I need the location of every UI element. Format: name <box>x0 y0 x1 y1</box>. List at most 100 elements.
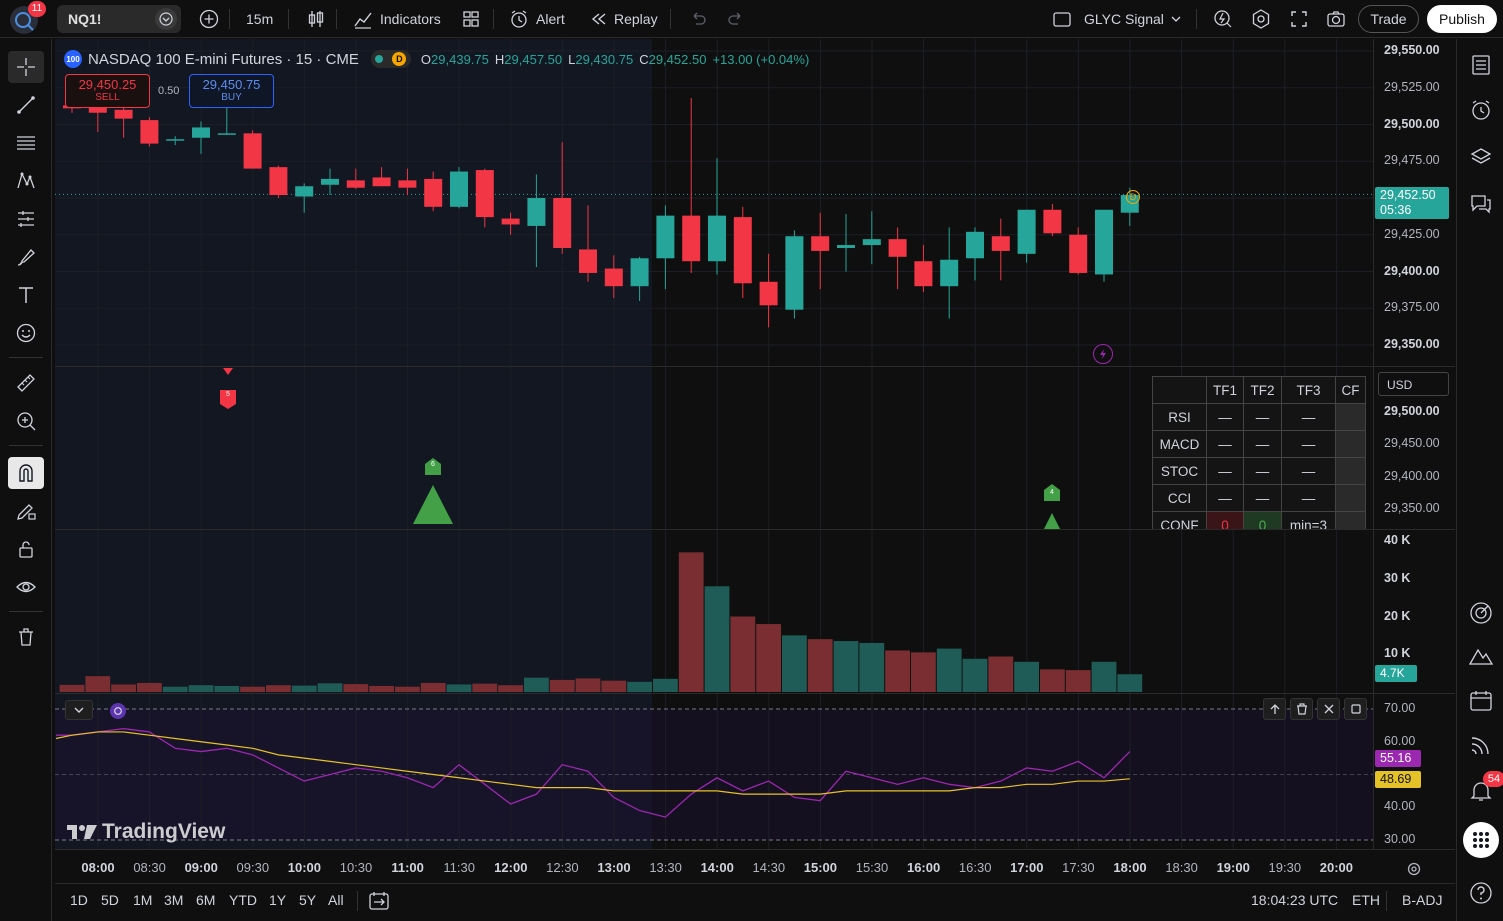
session-button[interactable]: ETH <box>1352 892 1380 908</box>
stay-drawing-tool[interactable] <box>8 495 44 527</box>
range-button-ytd[interactable]: YTD <box>229 892 257 908</box>
help-button[interactable] <box>1463 877 1499 909</box>
pane2-tick: 29,400.00 <box>1384 468 1440 483</box>
alert-button[interactable]: Alert <box>502 5 571 33</box>
user-avatar[interactable]: 11 <box>10 1 46 34</box>
move-pane-up-button[interactable] <box>1263 698 1286 720</box>
low-value: 29,430.75 <box>575 51 634 67</box>
time-tick: 15:00 <box>803 860 838 875</box>
range-button-5y[interactable]: 5Y <box>299 892 317 908</box>
text-tool[interactable] <box>8 279 44 311</box>
range-button-6m[interactable]: 6M <box>196 892 216 908</box>
symbol-search[interactable]: NQ1! <box>57 5 181 33</box>
adjustment-button[interactable]: B-ADJ <box>1402 892 1443 908</box>
indicator-refresh-icon[interactable] <box>110 703 126 719</box>
magnet-tool[interactable] <box>8 457 44 489</box>
alerts-panel-button[interactable] <box>1463 94 1499 126</box>
target-button[interactable] <box>1463 597 1499 629</box>
collapse-pane-button[interactable] <box>65 700 93 720</box>
crosshair-tool[interactable] <box>8 51 44 83</box>
market-status[interactable]: D <box>370 50 411 68</box>
calendar-button[interactable] <box>1463 685 1499 717</box>
forecast-tool[interactable] <box>8 203 44 235</box>
chart-type-button[interactable] <box>299 5 333 33</box>
notifications-button[interactable]: 54 <box>1463 771 1503 807</box>
time-tick: 15:30 <box>855 860 889 875</box>
time-tick: 12:00 <box>494 860 528 875</box>
volume-bar <box>936 648 962 692</box>
zoom-tool[interactable] <box>8 405 44 437</box>
range-button-1y[interactable]: 1Y <box>269 892 287 908</box>
ruler-tool[interactable] <box>8 367 44 399</box>
emoji-tool[interactable] <box>8 317 44 349</box>
range-button-3m[interactable]: 3M <box>164 892 184 908</box>
table-header: TF3 <box>1281 376 1336 404</box>
target-icon <box>1470 602 1492 624</box>
settings-button[interactable] <box>1244 5 1278 33</box>
sell-signal-marker[interactable] <box>219 366 237 410</box>
range-button-all[interactable]: All <box>328 892 344 908</box>
templates-button[interactable] <box>454 5 488 33</box>
replay-button[interactable]: Replay <box>584 5 664 33</box>
maximize-pane-button[interactable] <box>1344 698 1367 720</box>
indicators-button[interactable]: Indicators <box>346 5 447 33</box>
redo-button[interactable] <box>720 5 752 33</box>
news-button[interactable] <box>1463 729 1499 761</box>
pane-divider[interactable] <box>55 366 1455 367</box>
chart-legend[interactable]: 100 NASDAQ 100 E-mini Futures · 15 · CME… <box>64 49 809 69</box>
signal-layout-dropdown[interactable]: GLYC Signal <box>1078 5 1188 33</box>
candle <box>321 168 339 196</box>
timezone-clock[interactable]: 18:04:23 UTC <box>1251 892 1339 908</box>
candle-body <box>630 258 649 287</box>
pane2-tick: 29,450.00 <box>1384 436 1440 451</box>
buy-signal-marker-2[interactable] <box>1042 483 1062 529</box>
sell-button[interactable]: 29,450.25 SELL <box>65 74 150 108</box>
buy-signal-marker[interactable] <box>413 456 455 526</box>
time-tick: 09:00 <box>184 860 218 875</box>
time-tick: 19:30 <box>1268 860 1302 875</box>
undo-button[interactable] <box>682 5 714 33</box>
chat-button[interactable] <box>1463 188 1499 220</box>
pane-divider[interactable] <box>55 529 1455 530</box>
pattern-tool[interactable] <box>8 165 44 197</box>
range-button-5d[interactable]: 5D <box>101 892 119 908</box>
range-button-1m[interactable]: 1M <box>133 892 153 908</box>
compare-button[interactable] <box>192 5 226 33</box>
buy-button[interactable]: 29,450.75 BUY <box>189 74 274 108</box>
publish-button[interactable]: Publish <box>1427 5 1497 33</box>
layout-button[interactable] <box>1045 5 1079 33</box>
brush-tool[interactable] <box>8 241 44 273</box>
low-label: L <box>568 51 576 67</box>
ideas-button[interactable] <box>1463 640 1499 672</box>
candle <box>450 167 468 209</box>
lightning-marker[interactable] <box>1093 344 1113 364</box>
fib-tool[interactable] <box>8 127 44 159</box>
snapshot-button[interactable] <box>1319 5 1353 33</box>
pane-divider[interactable] <box>55 693 1455 694</box>
dividend-marker[interactable]: D <box>1126 190 1140 204</box>
volume-bar <box>240 686 265 692</box>
undo-icon <box>693 12 706 25</box>
quick-search-button[interactable] <box>1206 5 1240 33</box>
currency-selector[interactable]: USD <box>1378 372 1449 396</box>
time-tick: 11:30 <box>443 860 475 875</box>
fullscreen-button[interactable] <box>1282 5 1316 33</box>
interval-button[interactable]: 15m <box>240 5 279 33</box>
lock-drawings-tool[interactable] <box>8 533 44 565</box>
goto-date-button[interactable] <box>368 891 390 911</box>
watchlist-button[interactable] <box>1463 49 1499 81</box>
object-tree-button[interactable] <box>1463 141 1499 173</box>
apps-button[interactable] <box>1463 822 1499 858</box>
close-pane-button[interactable] <box>1317 698 1340 720</box>
candle-body <box>940 259 959 287</box>
time-settings-button[interactable] <box>1405 860 1423 878</box>
delete-drawings-tool[interactable] <box>8 621 44 653</box>
delete-pane-button[interactable] <box>1290 698 1313 720</box>
trendline-tool[interactable] <box>8 89 44 121</box>
trade-button[interactable]: Trade <box>1358 5 1419 33</box>
hide-drawings-tool[interactable] <box>8 571 44 603</box>
symbol-dropdown-icon[interactable] <box>155 8 177 30</box>
alarm-icon <box>511 10 527 28</box>
range-button-1d[interactable]: 1D <box>70 892 88 908</box>
